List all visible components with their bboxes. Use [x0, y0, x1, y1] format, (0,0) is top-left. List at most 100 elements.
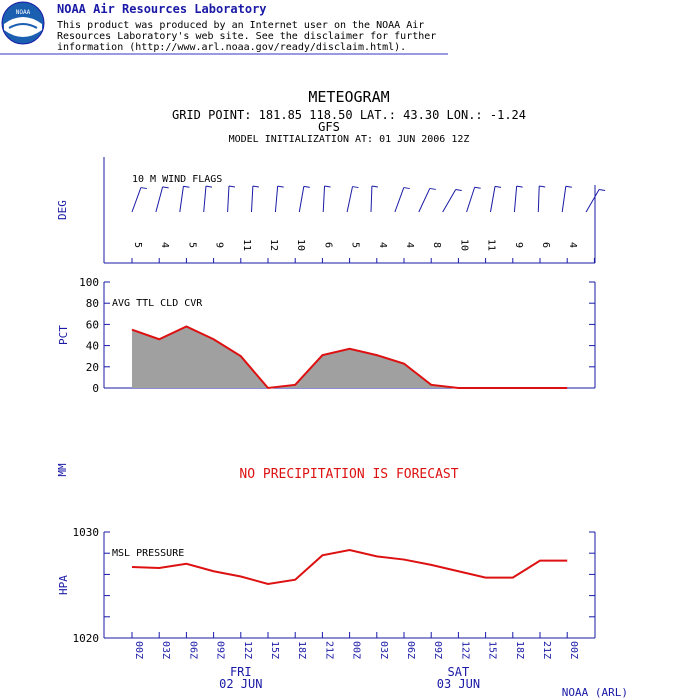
day-of-week: FRI — [230, 665, 252, 679]
time-tick-label: 18Z — [514, 641, 525, 659]
wind-barb-flag — [403, 187, 410, 190]
wind-barb-flag — [539, 185, 546, 188]
wind-barb-flag — [140, 187, 147, 190]
wind-speed-label: 8 — [431, 242, 442, 248]
wind-barb — [203, 186, 207, 213]
time-tick-label: 21Z — [541, 641, 552, 659]
wind-barb — [179, 186, 184, 213]
cloud-ytick-label: 40 — [86, 340, 99, 353]
cloud-ylabel: PCT — [57, 325, 70, 345]
cloud-area — [132, 326, 568, 388]
wind-speed-label: 11 — [241, 239, 252, 251]
wind-barb-flag — [599, 188, 606, 191]
wind-barb-flag — [303, 185, 310, 188]
wind-barb-flag — [324, 185, 331, 188]
wind-barb — [537, 185, 540, 213]
wind-barb-flag — [183, 185, 190, 188]
wind-speed-label: 9 — [513, 242, 524, 248]
time-tick-label: 15Z — [487, 641, 498, 659]
cloud-line — [131, 325, 568, 390]
wind-barb — [227, 186, 230, 213]
wind-barb-flag — [205, 185, 213, 188]
wind-title: 10 M WIND FLAGS — [132, 174, 222, 185]
wind-barb-flag — [474, 186, 481, 189]
wind-speed-label: 4 — [377, 242, 388, 248]
wind-barb-flag — [162, 186, 169, 189]
wind-barb — [274, 186, 279, 213]
wind-barb — [298, 186, 305, 213]
model-name: GFS — [318, 120, 340, 134]
wind-speed-label: 5 — [186, 242, 197, 248]
wind-speed-label: 10 — [295, 239, 306, 251]
time-tick-label: 12Z — [242, 641, 253, 659]
precip-message: NO PRECIPITATION IS FORECAST — [239, 467, 458, 482]
time-axis: 00Z 03Z 06Z 09Z 12Z 15Z 18Z 21Z 00Z 03Z 06Z 09Z 12Z 1… — [131, 632, 579, 659]
wind-speed-labels: 5 4 5 9 11 12 10 6 5 4 4 8 10 11 9 6 4 — [132, 239, 578, 251]
pressure-ytick-label: 1020 — [73, 632, 100, 645]
time-tick-label: 06Z — [405, 641, 416, 659]
cloud-ytick-label: 20 — [86, 361, 99, 374]
noaa-logo[interactable]: NOAA — [1, 1, 45, 45]
chart-title: METEOGRAM — [308, 88, 389, 106]
wind-barb — [585, 189, 600, 213]
wind-barb — [418, 188, 431, 213]
time-tick-label: 00Z — [568, 641, 579, 659]
titles: METEOGRAM GRID POINT: 181.85 118.50 LAT.… — [172, 88, 526, 145]
disclaimer-line-3[interactable]: information (http://www.arl.noaa.gov/rea… — [57, 42, 406, 53]
wind-barb — [322, 186, 326, 213]
time-tick-label: 00Z — [133, 641, 144, 659]
wind-speed-label: 6 — [540, 242, 551, 248]
logo-text: NOAA — [16, 9, 31, 16]
time-tick-label: 03Z — [160, 641, 171, 659]
grid-point-line: GRID POINT: 181.85 118.50 LAT.: 43.30 LO… — [172, 108, 526, 122]
pressure-title: MSL PRESSURE — [112, 548, 184, 559]
wind-barb — [394, 187, 405, 213]
wind-ticks — [131, 258, 595, 263]
wind-speed-label: 4 — [567, 242, 578, 248]
wind-speed-label: 12 — [268, 239, 279, 251]
wind-barb-flag — [228, 185, 236, 188]
disclaimer-line-1: This product was produced by an Internet… — [57, 20, 424, 31]
wind-barb-flag — [252, 185, 259, 188]
wind-barb-flag — [494, 185, 502, 188]
wind-barb — [155, 186, 164, 213]
cloud-ytick-label: 80 — [86, 297, 99, 310]
org-name[interactable]: NOAA Air Resources Laboratory — [57, 2, 267, 16]
wind-speed-label: 10 — [458, 239, 469, 251]
wind-barb-flag — [352, 186, 359, 189]
time-tick-label: 09Z — [215, 641, 226, 659]
day-date: 03 JUN — [437, 677, 480, 691]
wind-barb-flag — [516, 185, 523, 188]
wind-barb-flag — [277, 185, 284, 188]
time-tick-label: 15Z — [269, 641, 280, 659]
wind-barb — [561, 186, 567, 213]
wind-barb — [513, 186, 518, 213]
time-tick-label: 00Z — [351, 641, 362, 659]
wind-speed-label: 4 — [159, 242, 170, 248]
wind-speed-label: 4 — [404, 242, 415, 248]
cloud-title: AVG TTL CLD CVR — [112, 298, 203, 309]
time-tick-label: 09Z — [432, 641, 443, 659]
cloud-yticks: 100 80 60 40 20 0 — [79, 276, 595, 395]
wind-barbs — [131, 185, 606, 213]
wind-barb — [370, 185, 373, 213]
wind-barb — [251, 186, 254, 213]
day-date: 02 JUN — [219, 677, 262, 691]
wind-barb — [466, 187, 476, 213]
wind-barb-flag — [455, 188, 462, 191]
wind-speed-label: 6 — [322, 242, 333, 248]
footer-credit: NOAA (ARL) — [562, 686, 628, 699]
wind-barb — [346, 186, 353, 213]
precip-ylabel: MM — [56, 463, 69, 477]
header: NOAA NOAA Air Resources Laboratory This … — [0, 1, 448, 55]
time-tick-label: 21Z — [323, 641, 334, 659]
time-tick-label: 06Z — [187, 641, 198, 659]
wind-barb-flag — [429, 187, 436, 190]
wind-panel: DEG 10 M WIND FLAGS 5 4 5 9 11 12 10 6 5 4 4 8 10 11 9… — [56, 157, 606, 264]
time-tick-label: 03Z — [378, 641, 389, 659]
init-line: MODEL INITIALIZATION AT: 01 JUN 2006 12Z — [229, 134, 470, 145]
pressure-line — [131, 548, 568, 585]
cloud-panel: PCT 100 80 60 40 20 0 AVG TTL CLD CVR — [57, 276, 596, 395]
wind-barb — [490, 186, 496, 213]
